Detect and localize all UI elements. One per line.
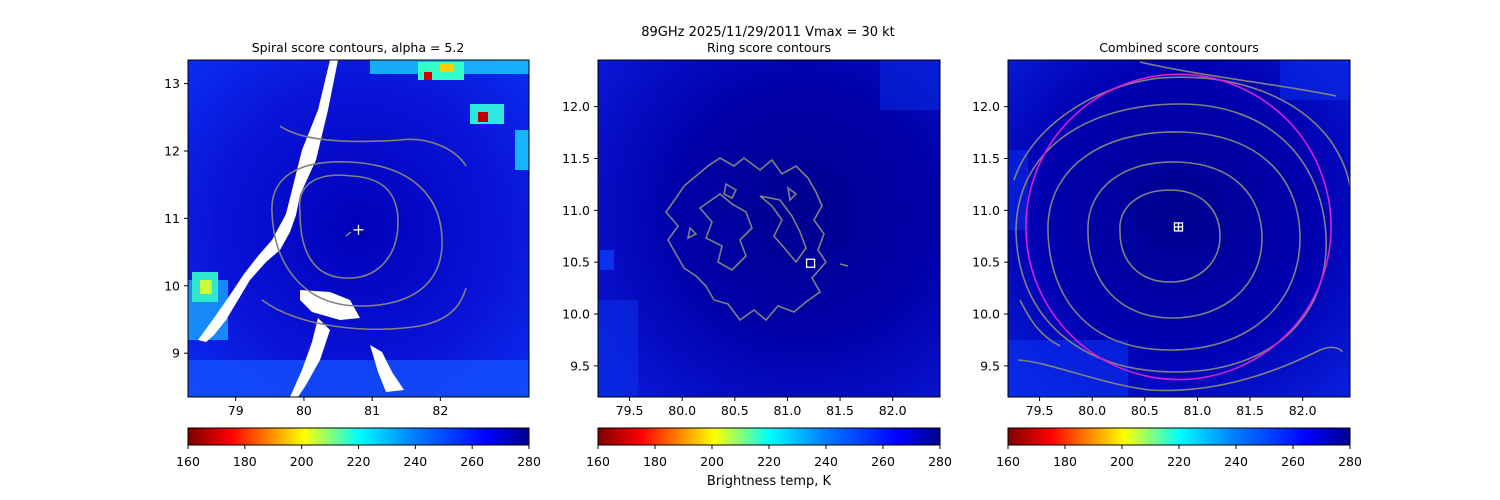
panel-combined-frame <box>1007 59 1351 398</box>
panel-combined-title: Combined score contours <box>1099 40 1259 55</box>
colorbar-tick-label: 240 <box>403 454 427 469</box>
x-tick-label: 81.0 <box>773 403 801 418</box>
colorbar-tick-label: 180 <box>643 454 667 469</box>
colorbar-tick-label: 160 <box>996 454 1020 469</box>
panel-ring-heatmap <box>598 60 940 397</box>
x-tick-label: 79.5 <box>1026 403 1054 418</box>
x-tick-label: 81 <box>364 403 380 418</box>
x-tick-label: 79.5 <box>616 403 644 418</box>
colorbar-tick-label: 280 <box>928 454 952 469</box>
panel-combined-axes: 79.5 80.0 80.5 81.0 81.5 82.0 9.5 10.0 10.5 11.0 1… <box>972 99 1316 418</box>
panel-spiral-axes: 79 80 81 82 9 10 11 12 13 <box>164 76 448 418</box>
x-tick-label: 80 <box>296 403 312 418</box>
panel-spiral-contours <box>261 125 467 331</box>
x-tick-label: 82.0 <box>1289 403 1317 418</box>
y-tick-label: 11.0 <box>972 203 1000 218</box>
panel-combined-center-marker <box>1173 222 1184 232</box>
center-marker-square <box>1173 222 1184 232</box>
y-tick-label: 9.5 <box>980 358 1000 373</box>
y-tick-label: 9 <box>172 346 180 361</box>
colorbar-tick-label: 220 <box>1167 454 1191 469</box>
panel-spiral-title: Spiral score contours, alpha = 5.2 <box>252 40 465 55</box>
colorbar-tick-label: 180 <box>233 454 257 469</box>
panel-combined-fit-circle <box>1025 73 1332 381</box>
x-tick-label: 80.5 <box>1131 403 1159 418</box>
colorbar-tick-label: 220 <box>347 454 371 469</box>
colorbar-tick-label: 200 <box>700 454 724 469</box>
x-tick-label: 80.0 <box>1078 403 1106 418</box>
colorbar-tick-label: 160 <box>176 454 200 469</box>
x-tick-label: 81.5 <box>1236 403 1264 418</box>
y-tick-label: 11 <box>164 211 180 226</box>
panel-ring-contours <box>664 156 849 322</box>
panel-combined: Combined score contours 79.5 80.0 80.5 81.0… <box>972 40 1362 469</box>
colorbar-tick-label: 240 <box>814 454 838 469</box>
figure-suptitle: 89GHz 2025/11/29/2011 Vmax = 30 kt <box>641 25 895 40</box>
y-tick-label: 11.0 <box>562 203 590 218</box>
colorbar-tick-label: 260 <box>871 454 895 469</box>
y-tick-label: 12 <box>164 143 180 158</box>
colorbar-tick-label: 200 <box>1110 454 1134 469</box>
y-tick-label: 13 <box>164 76 180 91</box>
colorbar-tick-label: 280 <box>1338 454 1362 469</box>
colorbar-tick-label: 240 <box>1224 454 1248 469</box>
x-tick-label: 80.0 <box>668 403 696 418</box>
colorbar-label: Brightness temp, K <box>707 474 832 489</box>
x-tick-label: 79 <box>228 403 244 418</box>
panel-ring-center-marker <box>805 258 816 268</box>
panel-spiral-colorbar: 160 180 200 220 240 260 280 <box>176 427 541 469</box>
panel-spiral-heatmap <box>188 60 529 397</box>
colorbar-tick-label: 260 <box>460 454 484 469</box>
y-tick-label: 9.5 <box>570 358 590 373</box>
x-tick-label: 80.5 <box>721 403 749 418</box>
panel-spiral: Spiral score contours, alpha = 5.2 <box>164 40 541 469</box>
x-tick-label: 81.5 <box>826 403 854 418</box>
y-tick-label: 10.5 <box>972 255 1000 270</box>
x-tick-label: 82.0 <box>879 403 907 418</box>
x-tick-label: 81.0 <box>1183 403 1211 418</box>
y-tick-label: 11.5 <box>972 151 1000 166</box>
panel-spiral-frame <box>187 59 530 398</box>
panel-ring: Ring score contours 79.5 80.0 80.5 81.0 81.5… <box>562 40 952 469</box>
center-marker-square <box>805 258 816 268</box>
y-tick-label: 12.0 <box>562 99 590 114</box>
panel-combined-colorbar: 160 180 200 220 240 260 280 <box>996 427 1362 469</box>
colorbar-tick-label: 280 <box>517 454 541 469</box>
x-tick-label: 82 <box>432 403 448 418</box>
y-tick-label: 12.0 <box>972 99 1000 114</box>
y-tick-label: 10.5 <box>562 255 590 270</box>
y-tick-label: 10.0 <box>972 307 1000 322</box>
colorbar-tick-label: 160 <box>586 454 610 469</box>
colorbar-tick-label: 220 <box>757 454 781 469</box>
y-tick-label: 10 <box>164 278 180 293</box>
colorbar-tick-label: 200 <box>290 454 314 469</box>
colorbar-tick-label: 260 <box>1281 454 1305 469</box>
panel-ring-colorbar: 160 180 200 220 240 260 280 <box>586 427 952 469</box>
y-tick-label: 11.5 <box>562 151 590 166</box>
colorbar-tick-label: 180 <box>1053 454 1077 469</box>
y-tick-label: 10.0 <box>562 307 590 322</box>
panel-ring-axes: 79.5 80.0 80.5 81.0 81.5 82.0 9.5 10.0 10.5 11.0 1… <box>562 99 906 418</box>
panel-ring-frame <box>597 59 941 398</box>
panel-ring-title: Ring score contours <box>707 40 831 55</box>
panel-spiral-center-marker <box>353 224 364 235</box>
